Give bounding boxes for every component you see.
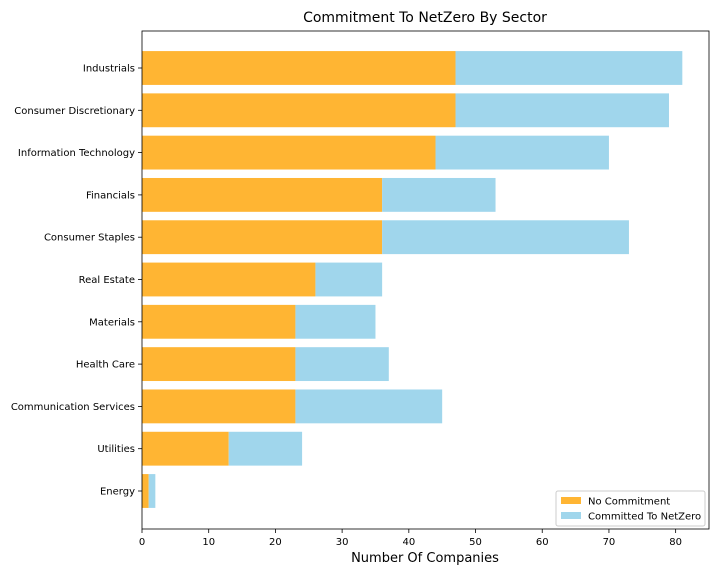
chart-title: Commitment To NetZero By Sector (303, 10, 547, 26)
y-tick-label: Materials (89, 317, 135, 328)
bar-committed-2 (435, 135, 609, 170)
bar-committed-1 (455, 93, 669, 128)
y-tick-label: Consumer Discretionary (14, 106, 135, 117)
bar-no-commitment-3 (142, 177, 383, 212)
bar-committed-7 (295, 347, 389, 382)
bar-no-commitment-4 (142, 220, 383, 255)
y-tick-label: Utilities (97, 444, 135, 455)
legend-label: Committed To NetZero (588, 512, 701, 523)
bar-no-commitment-10 (142, 474, 149, 508)
y-tick-labels: Industrials Consumer Discretionary Informa… (11, 64, 142, 498)
legend-swatch (561, 512, 581, 519)
bar-no-commitment-9 (142, 431, 229, 466)
x-tick-label: 50 (469, 537, 482, 548)
plot-frame (141, 30, 710, 530)
legend-box (555, 490, 706, 527)
bar-committed-6 (295, 304, 376, 339)
x-ticks: 0 10 20 30 40 50 60 70 80 (139, 529, 682, 548)
bar-committed-4 (382, 220, 629, 255)
bar-no-commitment-2 (142, 135, 436, 170)
y-tick-label: Industrials (83, 64, 135, 75)
y-tick-label: Real Estate (79, 275, 135, 286)
x-tick-label: 80 (669, 537, 682, 548)
x-tick-label: 60 (536, 537, 549, 548)
legend-swatch (561, 497, 581, 504)
bar-committed-8 (295, 389, 443, 424)
bar-committed-9 (228, 431, 303, 466)
legend: No Commitment Committed To NetZero (555, 490, 706, 527)
y-tick-label: Health Care (76, 360, 135, 371)
bar-no-commitment-8 (142, 389, 296, 424)
x-tick-label: 0 (139, 537, 145, 548)
bar-no-commitment-1 (142, 93, 456, 128)
bar-no-commitment-6 (142, 304, 296, 339)
bar-no-commitment-0 (142, 51, 456, 85)
x-tick-label: 10 (202, 537, 215, 548)
y-tick-label: Consumer Staples (44, 233, 135, 244)
x-tick-label: 20 (269, 537, 282, 548)
x-tick-label: 70 (603, 537, 616, 548)
x-tick-label: 30 (336, 537, 349, 548)
bar-no-commitment-5 (142, 262, 316, 297)
y-tick-label: Energy (100, 487, 135, 498)
x-axis-label: Number Of Companies (351, 551, 499, 566)
bar-committed-5 (315, 262, 383, 297)
bars-group (142, 51, 683, 508)
legend-label: No Commitment (588, 497, 670, 508)
bar-committed-10 (148, 474, 156, 508)
bar-committed-3 (382, 177, 496, 212)
y-tick-label: Information Technology (18, 148, 135, 159)
y-tick-label: Financials (86, 190, 135, 201)
x-tick-label: 40 (402, 537, 415, 548)
y-tick-label: Communication Services (11, 402, 135, 413)
bar-no-commitment-7 (142, 347, 296, 382)
bar-committed-0 (455, 51, 683, 85)
